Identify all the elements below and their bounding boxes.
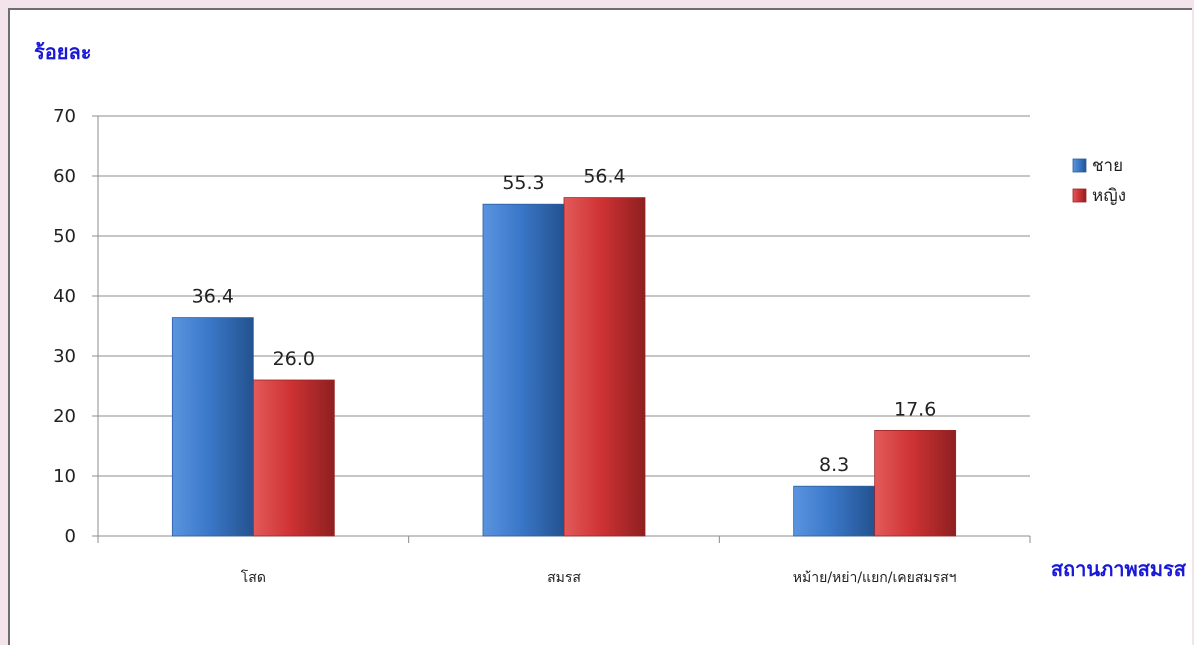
data-label-1-1: 56.4 [583,166,625,188]
category-label: หม้าย/หย่า/แยก/เคยสมรสฯ [793,570,957,586]
category-labels: โสด สมรส หม้าย/หย่า/แยก/เคยสมรสฯ [241,569,957,586]
y-tick-label: 40 [53,286,76,307]
bar-1-2 [874,429,957,537]
bars [171,197,957,537]
y-tick-label: 0 [65,526,76,547]
data-label-1-0: 26.0 [273,348,315,370]
bar-0-0 [171,317,254,537]
category-label: สมรส [547,570,581,586]
y-tick-label: 60 [53,166,76,187]
bar-0-1 [482,203,565,537]
y-tick-label: 10 [53,466,76,487]
data-labels: 36.4 26.0 55.3 56.4 8.3 17.6 [192,166,937,477]
legend-label-1: หญิง [1092,186,1126,206]
x-axis-label: สถานภาพสมรส [1051,557,1187,581]
data-label-0-2: 8.3 [819,454,849,476]
data-label-0-0: 36.4 [192,286,234,308]
y-tick-labels: 0 10 20 30 40 50 60 70 [53,106,76,547]
bar-0-2 [793,485,876,537]
y-tick-label: 70 [53,106,76,127]
legend-label-0: ชาย [1092,156,1123,176]
y-axis-label: ร้อยละ [34,40,91,64]
category-label: โสด [241,569,266,586]
legend-swatch-1 [1072,188,1087,203]
y-tick-label: 50 [53,226,76,247]
bar-1-0 [252,379,335,537]
y-tick-label: 20 [53,406,76,427]
data-label-1-2: 17.6 [894,398,936,420]
legend-swatch-0 [1072,158,1087,173]
y-tick-label: 30 [53,346,76,367]
data-label-0-1: 55.3 [502,172,544,194]
bar-1-1 [563,197,646,537]
